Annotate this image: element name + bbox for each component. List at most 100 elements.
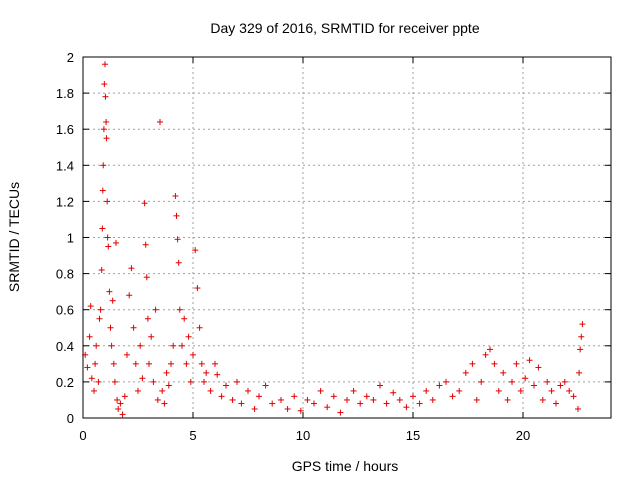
- data-point: [91, 387, 97, 394]
- data-point: [97, 306, 104, 313]
- data-point: [130, 324, 137, 331]
- y-axis-label: SRMTID / TECUs: [6, 182, 22, 292]
- data-point: [142, 241, 149, 248]
- data-point: [148, 333, 155, 340]
- data-point: [157, 118, 163, 125]
- data-point: [350, 387, 357, 394]
- data-points: [82, 61, 586, 418]
- data-point: [135, 387, 141, 394]
- data-point: [172, 192, 179, 199]
- data-point: [212, 360, 218, 367]
- data-point: [102, 93, 109, 100]
- data-point: [84, 364, 91, 371]
- data-point: [192, 247, 199, 254]
- data-point: [526, 357, 533, 364]
- y-tick-label: 0.2: [56, 375, 74, 390]
- data-point: [207, 387, 214, 394]
- data-point: [104, 234, 111, 241]
- data-point: [203, 369, 210, 376]
- data-point: [245, 387, 251, 394]
- data-point: [106, 288, 113, 295]
- data-point: [144, 315, 151, 322]
- data-point: [179, 342, 185, 349]
- data-point: [539, 396, 546, 403]
- data-point: [269, 400, 276, 407]
- data-point: [194, 285, 201, 292]
- data-point: [173, 212, 180, 219]
- data-point: [544, 378, 551, 385]
- data-point: [115, 405, 122, 412]
- data-point: [121, 393, 128, 400]
- data-point: [86, 333, 93, 340]
- data-point: [126, 292, 133, 299]
- data-point: [113, 239, 119, 246]
- plot-frame: [82, 56, 612, 419]
- data-point: [548, 387, 555, 394]
- data-point: [579, 321, 586, 328]
- data-point: [111, 378, 118, 385]
- x-tick-label: 5: [189, 428, 196, 443]
- data-point: [163, 369, 170, 376]
- grid: [83, 57, 611, 418]
- data-point: [456, 387, 463, 394]
- chart-title: Day 329 of 2016, SRMTID for receiver ppt…: [210, 20, 479, 36]
- data-point: [256, 393, 262, 400]
- data-point: [100, 126, 107, 133]
- data-point: [108, 342, 115, 349]
- data-point: [214, 371, 221, 378]
- data-point: [262, 382, 269, 389]
- data-point: [436, 382, 443, 389]
- data-point: [161, 400, 168, 407]
- data-point: [478, 378, 485, 385]
- data-point: [383, 400, 390, 407]
- data-point: [324, 404, 331, 411]
- data-point: [218, 393, 225, 400]
- y-tick-label: 1.6: [56, 122, 74, 137]
- data-point: [234, 378, 240, 385]
- data-point: [139, 375, 146, 382]
- data-point: [176, 306, 183, 313]
- data-point: [105, 243, 112, 250]
- data-point: [102, 61, 108, 68]
- data-point: [304, 396, 311, 403]
- data-point: [577, 346, 584, 353]
- data-point: [141, 200, 148, 207]
- data-point: [469, 360, 476, 367]
- data-point: [187, 378, 194, 385]
- data-point: [100, 162, 107, 169]
- data-point: [143, 274, 150, 281]
- data-point: [154, 396, 161, 403]
- data-point: [251, 405, 258, 412]
- data-point: [159, 387, 166, 394]
- data-point: [168, 360, 174, 367]
- data-point: [522, 375, 529, 382]
- data-point: [403, 404, 410, 411]
- data-point: [284, 405, 291, 412]
- data-point: [531, 382, 537, 389]
- data-point: [152, 306, 159, 313]
- data-point: [390, 389, 397, 396]
- data-point: [553, 400, 559, 407]
- data-point: [429, 396, 436, 403]
- data-point: [330, 393, 337, 400]
- data-point: [578, 333, 585, 340]
- data-point: [146, 360, 152, 367]
- data-point: [535, 364, 542, 371]
- data-point: [561, 378, 568, 385]
- data-point: [92, 360, 99, 367]
- data-point: [165, 382, 172, 389]
- data-point: [491, 360, 498, 367]
- data-point: [487, 346, 493, 353]
- data-point: [229, 396, 236, 403]
- x-axis-label: GPS time / hours: [292, 458, 399, 474]
- data-point: [449, 393, 456, 400]
- data-point: [482, 351, 489, 358]
- data-point: [363, 393, 370, 400]
- data-point: [110, 360, 117, 367]
- data-point: [96, 315, 103, 322]
- data-point: [93, 342, 100, 349]
- data-point: [357, 400, 364, 407]
- x-tick-label: 0: [79, 428, 86, 443]
- data-point: [185, 333, 192, 340]
